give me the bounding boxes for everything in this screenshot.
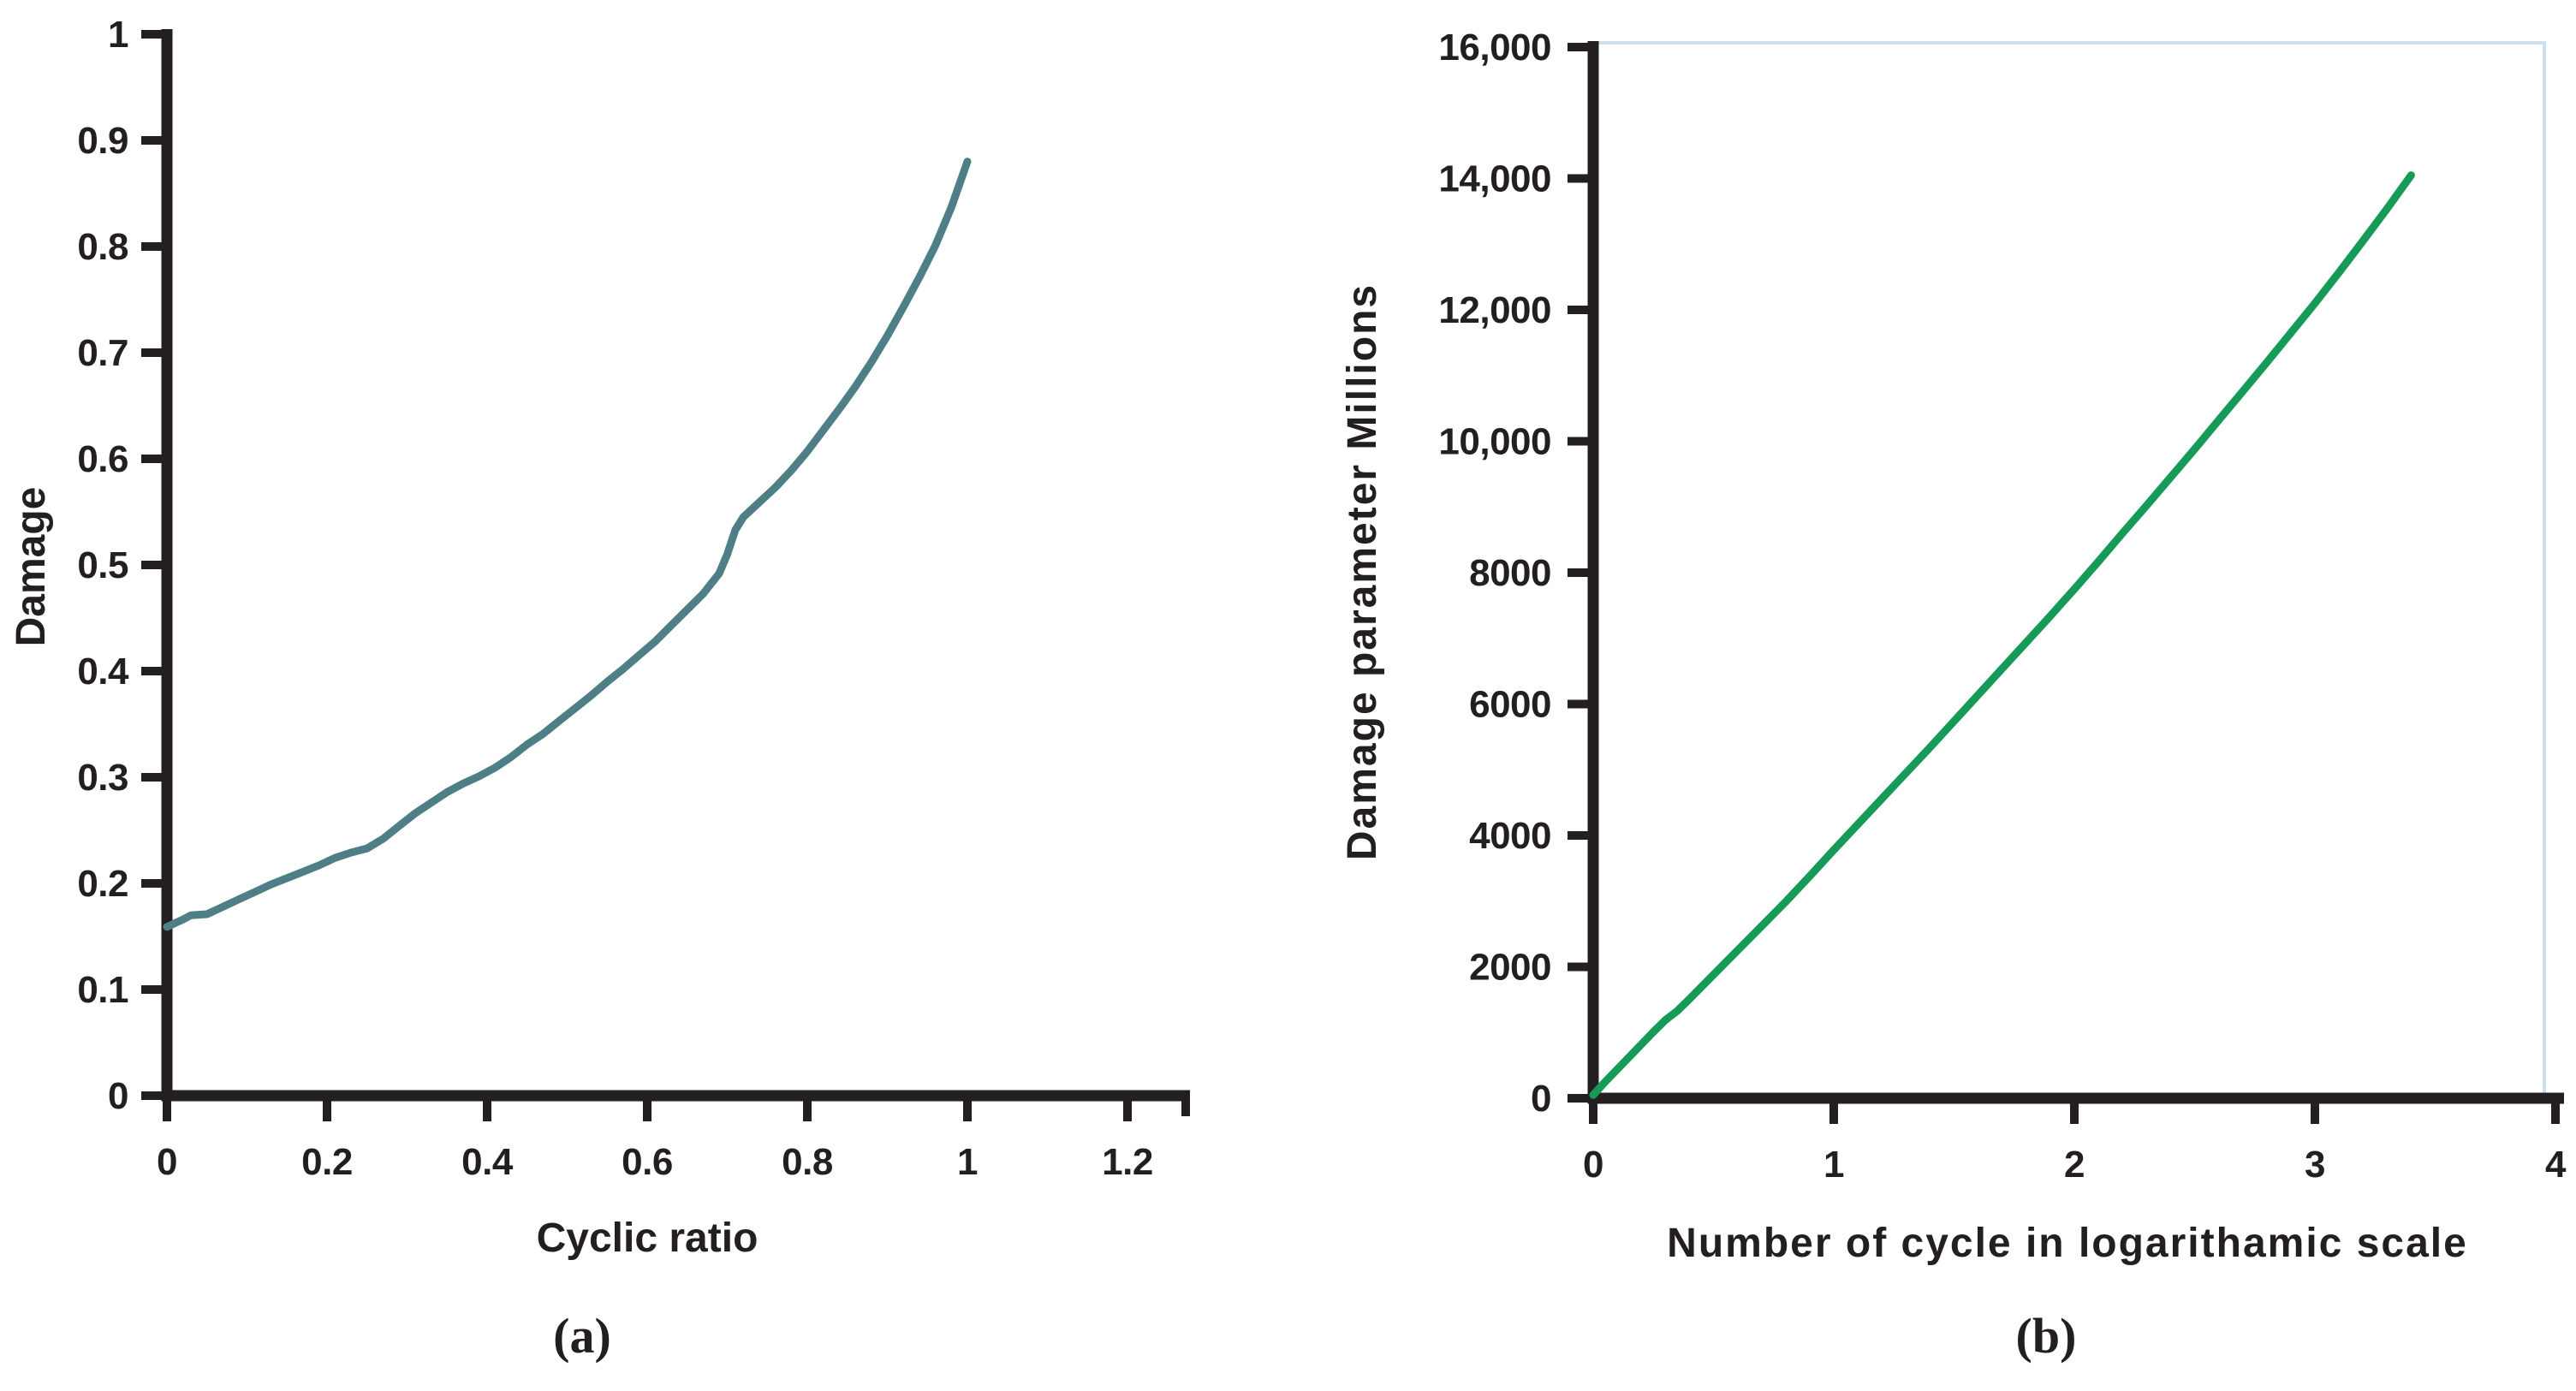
x-tick-label: 3 <box>2305 1144 2325 1186</box>
y-tick-label: 0.1 <box>77 969 128 1011</box>
y-tick-label: 0.3 <box>77 757 128 799</box>
x-tick-label: 0.4 <box>461 1141 514 1183</box>
y-tick-label: 6000 <box>1469 684 1551 726</box>
panel-a-caption: (a) <box>553 1308 611 1364</box>
panel-b-tick-labels: 0 2000 4000 6000 8000 10,000 12,000 14,000 16,00… <box>1438 27 2567 1186</box>
x-tick-label: 0.8 <box>782 1141 833 1183</box>
y-tick-label: 0.8 <box>77 226 128 268</box>
x-tick-label: 1 <box>957 1141 978 1183</box>
y-tick-label: 14,000 <box>1438 158 1551 200</box>
panel-a-tick-labels: 0 0.1 0.2 0.3 0.4 0.5 0.6 0.7 0.8 0.9 1 0 0.2 0.4 0.6 0… <box>77 14 1153 1183</box>
x-tick-label: 0.6 <box>622 1141 673 1183</box>
panel-b-axis-lines <box>1587 41 2564 1104</box>
y-tick-label: 0.5 <box>77 544 128 586</box>
panel-a-y-axis-title: Damage <box>9 487 54 647</box>
y-tick-label: 12,000 <box>1438 289 1551 331</box>
y-tick-label: 0 <box>108 1075 128 1117</box>
x-tick-label: 0 <box>157 1141 177 1183</box>
y-tick-label: 0.7 <box>77 332 128 374</box>
panel-b-data-line <box>1589 171 2415 1099</box>
y-tick-label: 16,000 <box>1438 27 1551 68</box>
panel-b-caption: (b) <box>2016 1308 2077 1364</box>
panel-a-axes <box>161 29 1190 1102</box>
y-tick-label: 10,000 <box>1438 421 1551 463</box>
y-tick-label: 4000 <box>1469 815 1551 857</box>
panel-a-ticks <box>141 30 1190 1121</box>
x-tick-label: 4 <box>2545 1144 2567 1186</box>
panel-b-axes <box>1587 41 2564 1104</box>
y-tick-label: 0.6 <box>77 438 128 480</box>
panel-a: 0 0.1 0.2 0.3 0.4 0.5 0.6 0.7 0.8 0.9 1 0 0.2 0.4 0.6 0… <box>9 14 1190 1364</box>
panel-b-series <box>1589 171 2415 1099</box>
panel-a-data-line <box>163 158 972 931</box>
x-tick-label: 1.2 <box>1102 1141 1153 1183</box>
panel-b-y-axis-title: Damage parameter Millions <box>1340 283 1385 860</box>
y-tick-label: 0.9 <box>77 120 128 162</box>
x-tick-label: 0.2 <box>301 1141 353 1183</box>
y-tick-label: 0.4 <box>77 651 129 693</box>
panel-b-x-axis-title: Number of cycle in logarithamic scale <box>1667 1221 2468 1266</box>
y-tick-label: 2000 <box>1469 947 1551 989</box>
panel-a-series <box>163 158 972 931</box>
panel-b: 0 2000 4000 6000 8000 10,000 12,000 14,000 16,00… <box>1340 27 2567 1364</box>
x-tick-label: 0 <box>1583 1144 1603 1186</box>
y-tick-label: 1 <box>108 14 128 56</box>
x-tick-label: 1 <box>1823 1144 1844 1186</box>
panel-b-ticks <box>1568 43 2560 1124</box>
y-tick-label: 0 <box>1531 1078 1551 1120</box>
x-tick-label: 2 <box>2064 1144 2085 1186</box>
y-tick-label: 8000 <box>1469 552 1551 594</box>
panel-b-plot-border <box>1593 41 2546 1098</box>
y-tick-label: 0.2 <box>77 863 128 905</box>
panel-a-x-axis-title: Cyclic ratio <box>537 1216 759 1261</box>
panel-a-axis-lines <box>161 29 1190 1102</box>
